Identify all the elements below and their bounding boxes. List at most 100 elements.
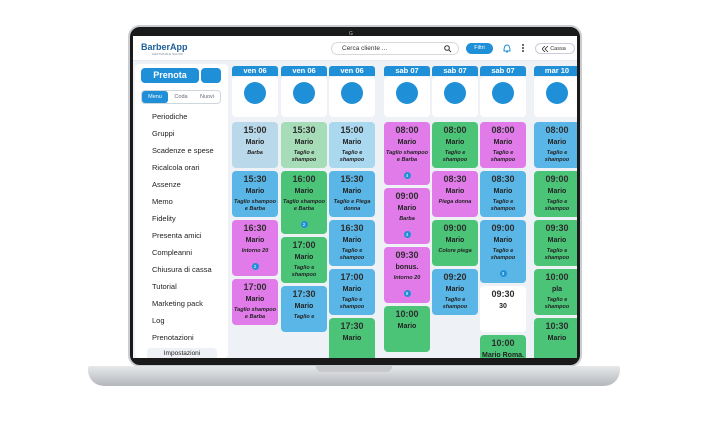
- appointment-time: 17:00: [243, 282, 267, 292]
- menu-item[interactable]: Gruppi: [152, 129, 175, 138]
- appointment-card[interactable]: 08:00 Mario Taglio e shampoo: [480, 122, 526, 168]
- badge: 4: [403, 172, 411, 179]
- day-column: sab 07 08:00 Mario Taglio e shampoo 08:30 Mar…: [432, 66, 478, 358]
- staff-avatar[interactable]: [432, 77, 478, 117]
- staff-avatar[interactable]: [329, 77, 375, 117]
- appointment-card[interactable]: 15:30 Mario Taglio e shampoo: [281, 122, 327, 168]
- appointment-card[interactable]: 09:00 Mario Barba 4: [384, 188, 430, 244]
- client-name: Mario: [342, 188, 362, 195]
- staff-avatar[interactable]: [534, 77, 577, 117]
- menu-item[interactable]: Fidelity: [152, 214, 176, 223]
- client-name: Mario: [294, 188, 314, 195]
- appointment-card[interactable]: 17:30 Mario Taglio e: [281, 286, 327, 332]
- service: Taglio e shampoo: [442, 150, 468, 163]
- service: Taglio e Piega donna: [333, 199, 371, 212]
- date-header: mar 10: [534, 66, 577, 76]
- bell-icon[interactable]: [502, 43, 512, 54]
- tab[interactable]: Nuovi: [199, 94, 215, 100]
- appointment-card[interactable]: 15:30 Mario Taglio e Piega donna: [329, 171, 375, 217]
- add-client-button[interactable]: [201, 68, 221, 83]
- screen: BarberApp GESTIONALE SALONI Cerca client…: [133, 36, 577, 358]
- service: Taglio shampoo e Barba: [234, 307, 276, 320]
- date-header: sab 07: [384, 66, 430, 76]
- appointment-time: 17:00: [292, 240, 316, 250]
- appointment-card[interactable]: 10:00 Mario: [384, 306, 430, 352]
- appointment-card[interactable]: 08:30 Mario Piega donna: [432, 171, 478, 217]
- appointment-card[interactable]: 15:00 Mario Taglio e shampoo: [329, 122, 375, 168]
- appointment-card[interactable]: 10:00 pla Taglio e shampoo: [534, 269, 577, 315]
- menu-item[interactable]: Ricalcola orari: [152, 163, 200, 172]
- more-icon[interactable]: [521, 43, 525, 54]
- appointment-card[interactable]: 08:00 Mario Taglio shampoo e Barba 4: [384, 122, 430, 185]
- book-button[interactable]: Prenota: [141, 68, 199, 83]
- appointment-card[interactable]: 08:30 Mario Taglio e shampoo: [480, 171, 526, 217]
- appointment-card[interactable]: 09:30 bonus. Intorno 20 9: [384, 247, 430, 303]
- tab[interactable]: Coda: [174, 94, 188, 100]
- tab[interactable]: Menu: [142, 91, 168, 103]
- menu-item[interactable]: Prenotazioni: [152, 333, 194, 342]
- menu-item[interactable]: Memo: [152, 197, 173, 206]
- appointment-card[interactable]: 09:30 Mario Taglio e shampoo: [534, 220, 577, 266]
- appointment-card[interactable]: 09:00 Mario Colore piega: [432, 220, 478, 266]
- menu-item[interactable]: Log: [152, 316, 165, 325]
- appointment-card[interactable]: 09:00 Mario Taglio e shampoo: [534, 171, 577, 217]
- client-name: Mario: [342, 335, 362, 342]
- service: Taglio e: [293, 314, 315, 320]
- badge: 9: [403, 290, 411, 297]
- service: Taglio e shampoo: [544, 150, 570, 163]
- appointment-time: 08:00: [491, 125, 515, 135]
- service: Piega donna: [438, 199, 472, 205]
- menu-item[interactable]: Chiusura di cassa: [152, 265, 212, 274]
- appointment-time: 15:00: [243, 125, 267, 135]
- menu-item[interactable]: Tutorial: [152, 282, 177, 291]
- staff-avatar[interactable]: [384, 77, 430, 117]
- appointment-card[interactable]: 09:00 Mario Taglio e shampoo 3: [480, 220, 526, 283]
- search-box[interactable]: Cerca cliente ...: [331, 42, 459, 55]
- staff-avatar[interactable]: [480, 77, 526, 117]
- appointment-time: 15:30: [292, 125, 316, 135]
- appointment-time: 08:00: [545, 125, 569, 135]
- appointment-card[interactable]: 17:30 Mario: [329, 318, 375, 358]
- menu-item[interactable]: Periodiche: [152, 112, 188, 121]
- service: Barba: [399, 216, 415, 222]
- appointment-card[interactable]: 16:30 Mario Intorno 20 2: [232, 220, 278, 276]
- service: Taglio e shampoo: [490, 248, 516, 261]
- appointment-time: 17:30: [292, 289, 316, 299]
- appointment-card[interactable]: 17:00 Mario Taglio shampoo e Barba: [232, 279, 278, 325]
- appointment-time: 08:30: [491, 174, 515, 184]
- menu-item[interactable]: Compleanni: [152, 248, 193, 257]
- client-name: Mario: [445, 188, 465, 195]
- staff-avatar[interactable]: [281, 77, 327, 117]
- date-header: ven 06: [281, 66, 327, 76]
- avatar-icon: [341, 82, 363, 104]
- appointment-card[interactable]: 09:20 Mario Taglio e shampoo: [432, 269, 478, 315]
- day-column: mar 10 08:00 Mario Taglio e shampoo 09:00 Mar…: [534, 66, 577, 358]
- menu-item[interactable]: Presenta amici: [152, 231, 202, 240]
- cash-button[interactable]: Cassa: [535, 43, 575, 54]
- menu-item[interactable]: Marketing pack: [152, 299, 203, 308]
- appointment-time: 10:30: [545, 321, 569, 331]
- appointment-card[interactable]: 08:00 Mario Taglio e shampoo: [534, 122, 577, 168]
- client-name: Mario: [245, 188, 265, 195]
- settings-button[interactable]: Impostazioni: [147, 348, 217, 358]
- appointment-card[interactable]: 09:30 30: [480, 286, 526, 332]
- filter-button[interactable]: Filtri: [466, 43, 493, 54]
- menu-item[interactable]: Assenze: [152, 180, 181, 189]
- menu-item[interactable]: Scadenze e spese: [152, 146, 214, 155]
- service: Taglio e shampoo: [490, 199, 516, 212]
- logo[interactable]: BarberApp: [141, 42, 188, 52]
- staff-avatar[interactable]: [232, 77, 278, 117]
- appointment-card[interactable]: 15:00 Mario Barba: [232, 122, 278, 168]
- appointment-card[interactable]: 16:00 Mario Taglio shampoo e Barba 2: [281, 171, 327, 234]
- appointment-card[interactable]: 15:30 Mario Taglio shampoo e Barba: [232, 171, 278, 217]
- appointments: 15:00 Mario Barba 15:30 Mario Taglio shampoo …: [232, 122, 278, 325]
- appointment-card[interactable]: 17:00 Mario Taglio e shampoo: [281, 237, 327, 283]
- client-name: Mario: [547, 335, 567, 342]
- day-column: ven 06 15:00 Mario Taglio e shampoo 15:30 Mar…: [329, 66, 375, 358]
- appointment-card[interactable]: 08:00 Mario Taglio e shampoo: [432, 122, 478, 168]
- appointment-card[interactable]: 17:00 Mario Taglio e shampoo: [329, 269, 375, 315]
- appointment-card[interactable]: 10:30 Mario: [534, 318, 577, 358]
- appointment-card[interactable]: 16:30 Mario Taglio e shampoo: [329, 220, 375, 266]
- client-name: Mario: [445, 237, 465, 244]
